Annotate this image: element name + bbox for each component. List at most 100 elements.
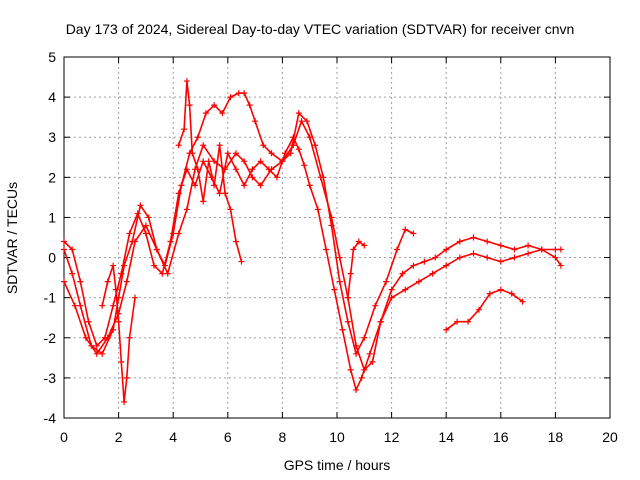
- data-point: [216, 190, 223, 197]
- data-point: [353, 386, 360, 393]
- y-tick-label: 4: [48, 89, 56, 105]
- data-point: [443, 262, 450, 269]
- data-point: [273, 174, 280, 181]
- data-point: [429, 270, 436, 277]
- data-point: [162, 262, 169, 269]
- data-point: [69, 270, 76, 277]
- data-point: [142, 230, 149, 237]
- x-tick-label: 14: [438, 429, 454, 445]
- data-point: [186, 102, 193, 109]
- data-point: [421, 258, 428, 265]
- data-point: [123, 278, 130, 285]
- data-point: [110, 326, 117, 333]
- data-point: [249, 174, 256, 181]
- data-point: [69, 246, 76, 253]
- data-point: [71, 302, 78, 309]
- data-point: [268, 150, 275, 157]
- series-line: [177, 80, 243, 263]
- data-point: [552, 246, 559, 253]
- data-point: [475, 306, 482, 313]
- data-point: [361, 366, 368, 373]
- data-point: [211, 182, 218, 189]
- data-point: [227, 94, 234, 101]
- data-point: [235, 90, 242, 97]
- data-point: [410, 230, 417, 237]
- data-point: [99, 302, 106, 309]
- data-point: [202, 110, 209, 117]
- data-point: [175, 230, 182, 237]
- data-point: [222, 190, 229, 197]
- data-point: [465, 318, 472, 325]
- data-point: [552, 254, 559, 261]
- data-point: [194, 166, 201, 173]
- data-point: [287, 150, 294, 157]
- data-point: [99, 350, 106, 357]
- data-point: [131, 294, 138, 301]
- y-tick-label: 3: [48, 129, 56, 145]
- data-point: [246, 102, 253, 109]
- x-tick-label: 16: [493, 429, 509, 445]
- data-point: [88, 342, 95, 349]
- x-tick-label: 12: [384, 429, 400, 445]
- data-point: [388, 286, 395, 293]
- data-point: [61, 278, 67, 285]
- data-point: [238, 258, 245, 265]
- data-point: [323, 246, 330, 253]
- data-point: [369, 358, 376, 365]
- data-point: [295, 110, 302, 117]
- data-point: [314, 206, 321, 213]
- y-tick-label: -3: [44, 370, 57, 386]
- data-point: [211, 102, 218, 109]
- series-sat-b: [61, 118, 564, 373]
- data-point: [538, 246, 545, 253]
- data-point: [432, 254, 439, 261]
- data-point: [121, 262, 128, 269]
- y-axis-ticks: -4 -3 -2 -1 0 1 2 3 4 5: [44, 49, 610, 426]
- x-tick-label: 20: [602, 429, 618, 445]
- data-point: [372, 302, 379, 309]
- data-point: [279, 158, 286, 165]
- data-point: [227, 206, 234, 213]
- x-tick-label: 10: [329, 429, 345, 445]
- series-sat-e: [175, 78, 245, 265]
- x-tick-label: 2: [115, 429, 123, 445]
- data-point: [232, 150, 239, 157]
- series-sat-c: [61, 90, 417, 357]
- data-point: [257, 158, 264, 165]
- data-point: [129, 238, 136, 245]
- data-point: [115, 318, 122, 325]
- x-axis-ticks: 0 2 4 6 8 10 12 14 16 18 20: [60, 57, 618, 445]
- x-tick-label: 8: [279, 429, 287, 445]
- data-point: [126, 230, 133, 237]
- data-point: [205, 158, 212, 165]
- data-point: [344, 318, 351, 325]
- data-point: [61, 246, 67, 253]
- data-point: [497, 286, 504, 293]
- data-point: [336, 278, 343, 285]
- data-point: [178, 182, 185, 189]
- data-point: [200, 142, 207, 149]
- data-point: [443, 246, 450, 253]
- data-point: [486, 290, 493, 297]
- data-point: [194, 134, 201, 141]
- data-point: [456, 238, 463, 245]
- data-point: [104, 278, 111, 285]
- data-point: [497, 242, 504, 249]
- y-tick-label: -1: [44, 290, 57, 306]
- data-point: [232, 166, 239, 173]
- data-point: [508, 290, 515, 297]
- data-point: [232, 238, 239, 245]
- data-point: [241, 158, 248, 165]
- chart-title: Day 173 of 2024, Sidereal Day-to-day VTE…: [66, 21, 575, 37]
- series-sat-g: [443, 286, 526, 333]
- data-point: [200, 158, 207, 165]
- y-tick-label: 2: [48, 169, 56, 185]
- data-point: [339, 326, 346, 333]
- y-tick-label: 0: [48, 250, 56, 266]
- data-point: [61, 238, 67, 245]
- grid-lines: [64, 57, 610, 418]
- data-point: [224, 150, 231, 157]
- data-point: [347, 366, 354, 373]
